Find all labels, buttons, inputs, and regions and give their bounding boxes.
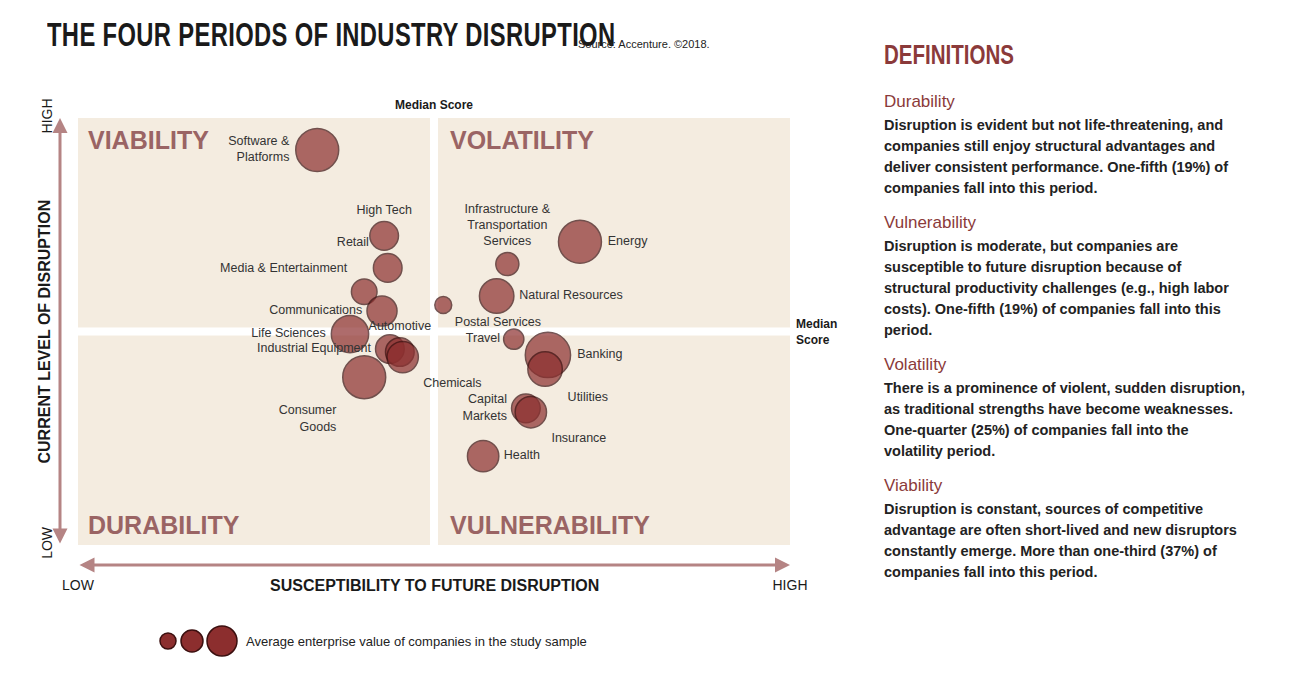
svg-text:HIGH: HIGH — [39, 98, 55, 133]
html-text:Disruption is constant, source: Disruption is constant, sources of compe… — [884, 501, 1237, 580]
html-text:DEFINITIONS: DEFINITIONS — [884, 40, 1014, 70]
svg-text:Energy: Energy — [608, 234, 648, 248]
svg-text:Health: Health — [504, 448, 540, 462]
svg-text:Communications: Communications — [269, 303, 362, 317]
svg-text:VULNERABILITY: VULNERABILITY — [450, 511, 650, 539]
svg-text:Postal Services: Postal Services — [455, 315, 541, 329]
html-text:Volatility: Volatility — [884, 355, 947, 374]
svg-text:Banking: Banking — [577, 347, 622, 361]
svg-text:SUSCEPTIBILITY TO FUTURE DISRU: SUSCEPTIBILITY TO FUTURE DISRUPTION — [270, 577, 599, 594]
svg-text:Median Score: Median Score — [395, 98, 473, 112]
html-text:Average enterprise value of co: Average enterprise value of companies in… — [246, 633, 587, 649]
svg-text:VOLATILITY: VOLATILITY — [450, 126, 594, 154]
svg-text:Utilities: Utilities — [568, 390, 608, 404]
html-text:Viability: Viability — [884, 476, 943, 495]
svg-text:Software &Platforms: Software &Platforms — [228, 134, 290, 164]
html-text:THE FOUR PERIODS OF INDUSTRY D: THE FOUR PERIODS OF INDUSTRY DISRUPTION — [47, 16, 616, 53]
html-text:Disruption is evident but not: Disruption is evident but not life-threa… — [884, 117, 1228, 196]
svg-text:Industrial Equipment: Industrial Equipment — [257, 341, 371, 355]
html-text:Vulnerability: Vulnerability — [884, 213, 976, 232]
svg-text:LOW: LOW — [62, 577, 95, 593]
svg-text:Life Sciences: Life Sciences — [251, 326, 325, 340]
svg-text:Media & Entertainment: Media & Entertainment — [220, 261, 348, 275]
svg-text:LOW: LOW — [39, 526, 55, 559]
svg-text:DURABILITY: DURABILITY — [88, 511, 240, 539]
svg-text:Automotive: Automotive — [369, 319, 432, 333]
html-text:Durability: Durability — [884, 92, 955, 111]
svg-text:Travel: Travel — [466, 331, 500, 345]
svg-text:VIABILITY: VIABILITY — [88, 126, 209, 154]
svg-text:Insurance: Insurance — [551, 431, 606, 445]
svg-text:Infrastructure &Transportation: Infrastructure &TransportationServices — [465, 202, 551, 249]
svg-text:Natural Resources: Natural Resources — [519, 288, 623, 302]
svg-text:CURRENT LEVEL OF DISRUPTION: CURRENT LEVEL OF DISRUPTION — [36, 200, 53, 464]
svg-text:Chemicals: Chemicals — [423, 376, 481, 390]
html-text:Source: Accenture. ©2018.: Source: Accenture. ©2018. — [578, 38, 710, 50]
svg-text:Retail: Retail — [337, 235, 369, 249]
html-text:There is a prominence of viole: There is a prominence of violent, sudden… — [884, 380, 1245, 459]
svg-text:HIGH: HIGH — [773, 577, 808, 593]
svg-text:MedianScore: MedianScore — [796, 317, 837, 347]
html-text:Disruption is moderate, but co: Disruption is moderate, but companies ar… — [884, 238, 1229, 338]
svg-text:ConsumerGoods: ConsumerGoods — [279, 403, 337, 433]
svg-text:CapitalMarkets: CapitalMarkets — [463, 392, 507, 422]
svg-text:High Tech: High Tech — [356, 203, 411, 217]
